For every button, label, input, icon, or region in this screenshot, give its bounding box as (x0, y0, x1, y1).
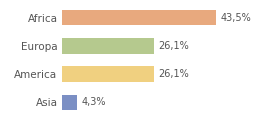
Text: 26,1%: 26,1% (158, 69, 189, 79)
Bar (62, 38, 154, 54)
Bar (62, 66, 154, 82)
Bar (62, 95, 77, 110)
Bar (62, 10, 216, 25)
Text: 43,5%: 43,5% (220, 13, 251, 23)
Text: 4,3%: 4,3% (81, 97, 106, 107)
Text: 26,1%: 26,1% (158, 41, 189, 51)
